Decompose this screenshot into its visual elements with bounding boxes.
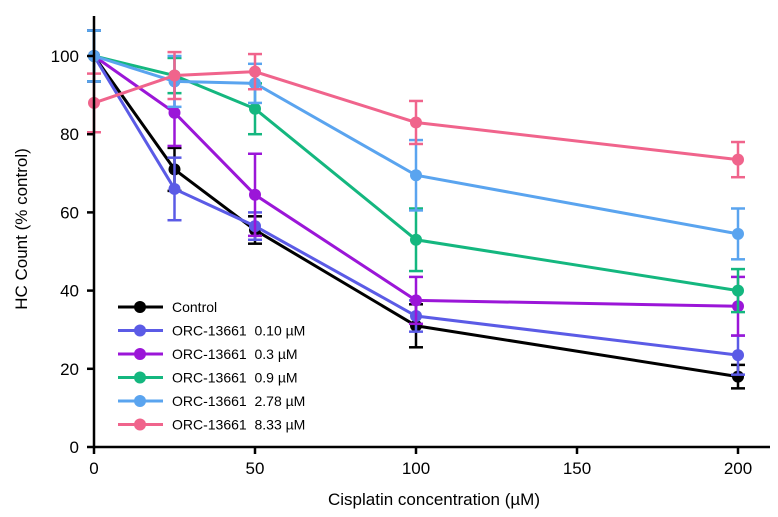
legend-swatch-marker bbox=[134, 324, 146, 337]
legend-swatch-marker bbox=[134, 418, 146, 431]
legend-swatch-marker bbox=[134, 348, 146, 360]
legend-label: ORC-13661 0.9 µM bbox=[172, 370, 298, 386]
y-tick-label: 40 bbox=[60, 282, 79, 301]
data-point bbox=[249, 65, 261, 78]
y-tick-label: 0 bbox=[70, 438, 79, 457]
ticks-layer: 0 20 40 60 80 100 0 50 100 150 200 bbox=[51, 47, 753, 478]
data-point bbox=[410, 294, 422, 307]
legend-item-6: ORC-13661 8.33 µM bbox=[118, 417, 305, 433]
data-point bbox=[732, 349, 744, 362]
y-axis-label: HC Count (% control) bbox=[12, 148, 31, 310]
legend-item-2: ORC-13661 0.10 µM bbox=[118, 323, 305, 339]
data-point bbox=[168, 69, 181, 82]
y-tick-label: 20 bbox=[60, 360, 79, 379]
legend-label: ORC-13661 2.78 µM bbox=[172, 393, 305, 409]
x-axis-label: Cisplatin concentration (µM) bbox=[328, 490, 540, 509]
data-point bbox=[168, 182, 181, 195]
legend-swatch-marker bbox=[134, 395, 146, 407]
data-point bbox=[249, 102, 261, 115]
data-point bbox=[410, 116, 422, 129]
x-tick-label: 100 bbox=[402, 459, 430, 478]
legend-item-3: ORC-13661 0.3 µM bbox=[118, 346, 298, 362]
y-tick-label: 60 bbox=[60, 203, 79, 222]
y-tick-label: 100 bbox=[51, 47, 79, 66]
axes-layer bbox=[92, 16, 770, 449]
legend-label: ORC-13661 0.10 µM bbox=[172, 323, 305, 339]
data-point bbox=[732, 227, 744, 240]
legend-item-5: ORC-13661 2.78 µM bbox=[118, 393, 305, 409]
x-tick-label: 50 bbox=[246, 459, 265, 478]
x-tick-label: 200 bbox=[724, 459, 752, 478]
x-tick-label: 0 bbox=[89, 459, 98, 478]
legend-item-4: ORC-13661 0.9 µM bbox=[118, 370, 298, 386]
data-point bbox=[249, 188, 261, 201]
data-point bbox=[732, 284, 744, 297]
data-point bbox=[168, 106, 181, 119]
legend-swatch-marker bbox=[134, 371, 146, 384]
legend: Control ORC-13661 0.10 µM ORC-13661 0.3 µM… bbox=[118, 299, 305, 433]
data-point bbox=[732, 153, 744, 166]
legend-item-1: Control bbox=[118, 299, 217, 315]
legend-label: Control bbox=[172, 299, 217, 315]
data-point bbox=[410, 233, 422, 246]
legend-label: ORC-13661 0.3 µM bbox=[172, 346, 298, 362]
x-tick-label: 150 bbox=[563, 459, 591, 478]
legend-swatch-marker bbox=[134, 301, 146, 313]
data-point bbox=[410, 169, 422, 182]
legend-label: ORC-13661 8.33 µM bbox=[172, 417, 305, 433]
y-tick-label: 80 bbox=[60, 125, 79, 144]
